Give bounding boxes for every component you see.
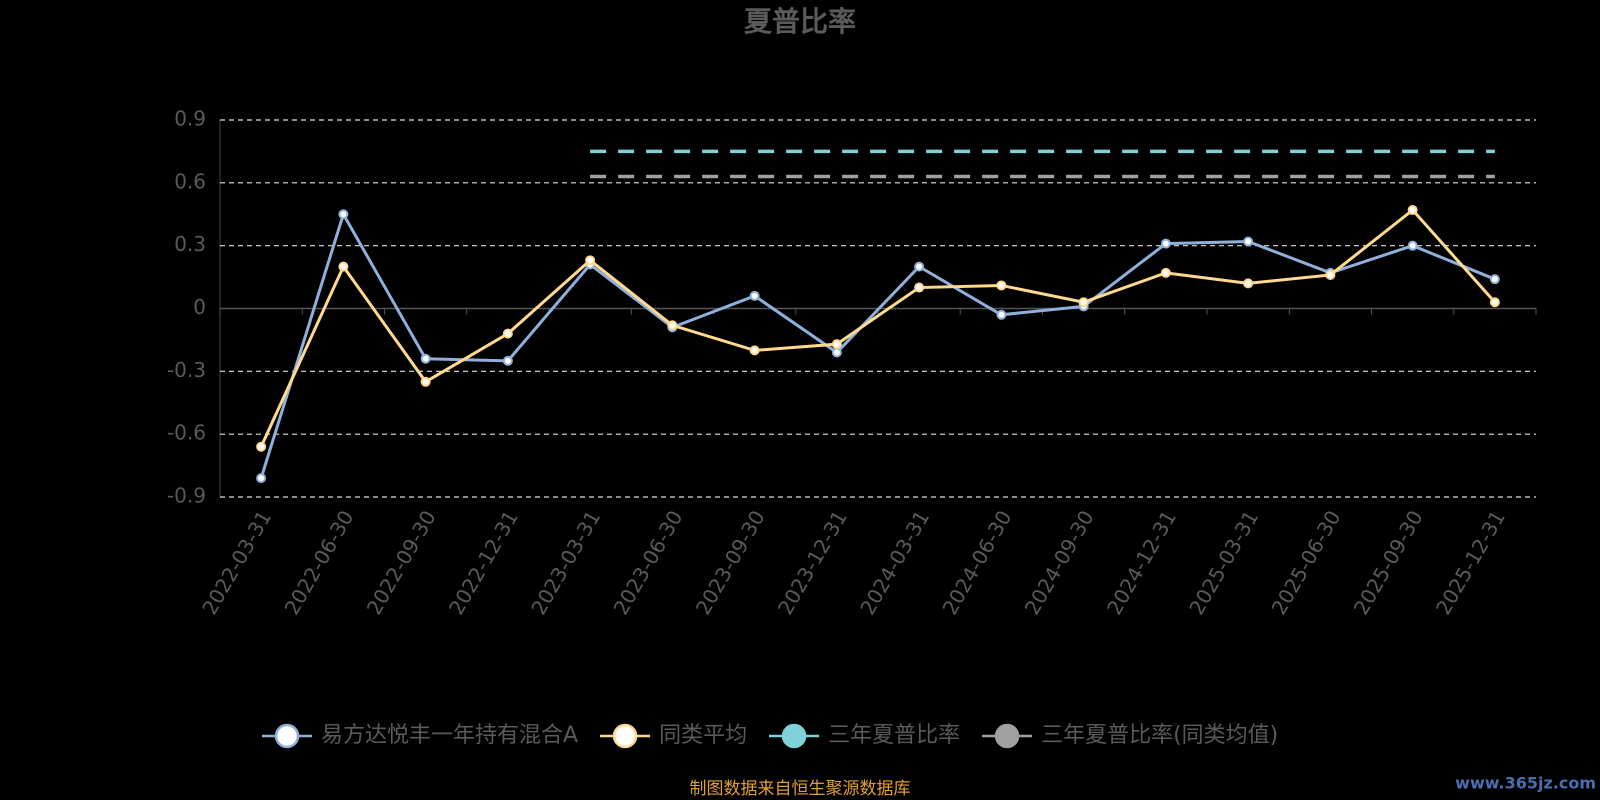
legend-label: 三年夏普比率 bbox=[828, 723, 960, 748]
point bbox=[996, 280, 1007, 291]
point bbox=[502, 355, 513, 366]
y-tick-label: 0 bbox=[193, 295, 206, 319]
point bbox=[502, 328, 513, 339]
x-tick-label: 2022-03-31 bbox=[197, 506, 276, 619]
legend-marker bbox=[781, 723, 807, 749]
x-tick-label: 2023-09-30 bbox=[691, 506, 770, 619]
legend-label: 三年夏普比率(同类均值) bbox=[1041, 723, 1278, 748]
x-tick-label: 2024-03-31 bbox=[855, 506, 934, 619]
legend-label: 同类平均 bbox=[659, 723, 747, 748]
point bbox=[667, 320, 678, 331]
watermark: www.365jz.com bbox=[1455, 774, 1596, 793]
point bbox=[256, 441, 267, 452]
x-tick-label: 2024-06-30 bbox=[938, 506, 1017, 619]
legend-marker bbox=[612, 723, 638, 749]
x-tick-label: 2024-09-30 bbox=[1020, 506, 1099, 619]
y-tick-label: 0.6 bbox=[174, 169, 206, 193]
legend-marker bbox=[994, 723, 1020, 749]
legend-item: 三年夏普比率(同类均值) bbox=[982, 723, 1278, 749]
point bbox=[914, 282, 925, 293]
point bbox=[420, 353, 431, 364]
x-tick-label: 2023-06-30 bbox=[609, 506, 688, 619]
x-tick-label: 2025-12-31 bbox=[1431, 506, 1510, 619]
point bbox=[914, 261, 925, 272]
x-tick-label: 2022-12-31 bbox=[444, 506, 523, 619]
point bbox=[1243, 278, 1254, 289]
legend-item: 三年夏普比率 bbox=[769, 723, 960, 749]
series-line bbox=[259, 210, 1496, 479]
point bbox=[1160, 238, 1171, 249]
point bbox=[749, 290, 760, 301]
x-tick-label: 2022-06-30 bbox=[280, 506, 359, 619]
y-tick-label: 0.3 bbox=[174, 232, 206, 256]
point bbox=[1489, 274, 1500, 285]
y-tick-label: 0.9 bbox=[174, 107, 206, 131]
point bbox=[749, 345, 760, 356]
point bbox=[585, 255, 596, 266]
y-tick-label: -0.6 bbox=[167, 421, 206, 445]
x-tick-label: 2022-09-30 bbox=[362, 506, 441, 619]
series-line bbox=[259, 208, 1496, 448]
y-tick-label: -0.3 bbox=[167, 358, 206, 382]
point bbox=[1489, 297, 1500, 308]
x-tick-label: 2023-03-31 bbox=[526, 506, 605, 619]
x-tick-label: 2025-06-30 bbox=[1267, 506, 1346, 619]
legend-item: 易方达悦丰一年持有混合A bbox=[262, 723, 578, 749]
point bbox=[338, 209, 349, 220]
point bbox=[256, 473, 267, 484]
point bbox=[1407, 240, 1418, 251]
point bbox=[1325, 269, 1336, 280]
point bbox=[996, 309, 1007, 320]
x-tick-label: 2025-03-31 bbox=[1184, 506, 1263, 619]
point bbox=[1243, 236, 1254, 247]
legend-label: 易方达悦丰一年持有混合A bbox=[321, 723, 578, 748]
legend-marker bbox=[274, 723, 300, 749]
point bbox=[420, 376, 431, 387]
legend-item: 同类平均 bbox=[600, 723, 747, 749]
x-tick-label: 2023-12-31 bbox=[773, 506, 852, 619]
point bbox=[338, 261, 349, 272]
x-tick-label: 2025-09-30 bbox=[1349, 506, 1428, 619]
point bbox=[1407, 205, 1418, 216]
point bbox=[831, 339, 842, 350]
source-note: 制图数据来自恒生聚源数据库 bbox=[690, 779, 911, 799]
point bbox=[831, 347, 842, 358]
chart-title: 夏普比率 bbox=[744, 5, 856, 38]
point bbox=[1078, 297, 1089, 308]
point bbox=[1160, 267, 1171, 278]
x-tick-label: 2024-12-31 bbox=[1102, 506, 1181, 619]
y-tick-label: -0.9 bbox=[167, 484, 206, 508]
